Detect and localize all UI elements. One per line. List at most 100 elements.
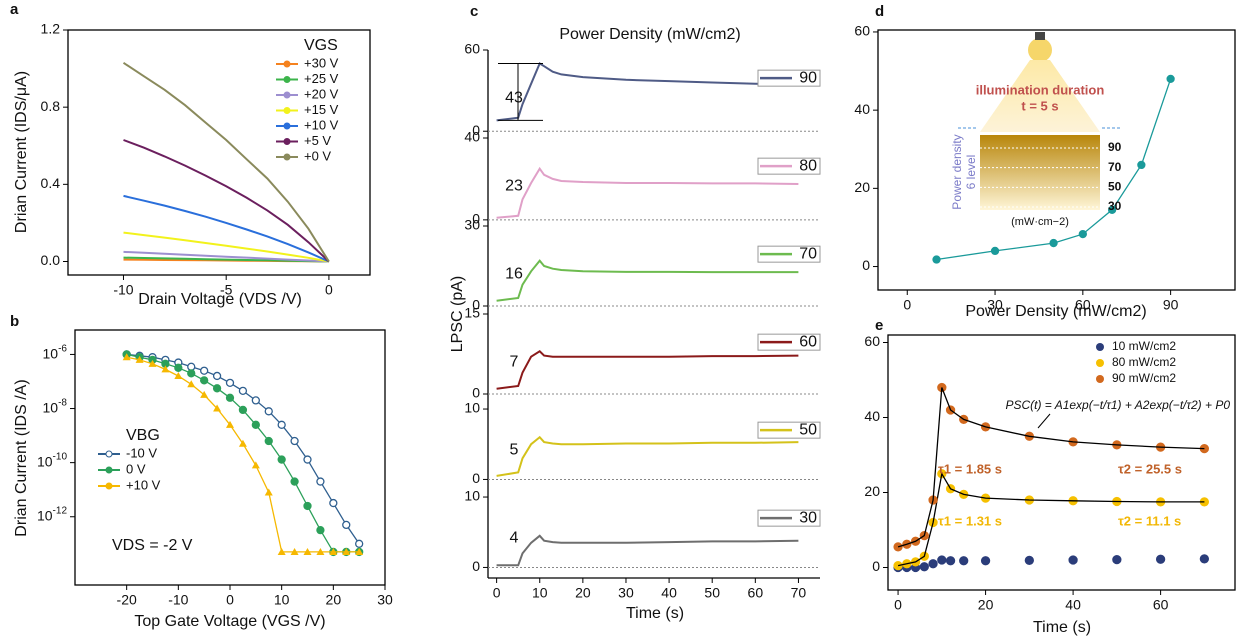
marker [1107,205,1117,214]
data-line [496,166,799,219]
legend-label: 90 mW/cm2 [1112,371,1176,385]
marker [264,407,273,416]
marker [342,520,351,530]
data-line [123,231,330,263]
x-axis-label: Time (s) [1033,619,1091,636]
level-label: 30 [1108,199,1122,213]
data-line [496,62,799,122]
marker [174,371,183,379]
marker [355,547,364,555]
y-axis-label: Drian Current (IDS /A) [13,379,30,536]
y-tick-label: 0 [472,470,480,486]
marker [161,365,170,373]
x-tick-label: 60 [748,585,764,601]
annotation: VDS = -2 V [112,537,193,554]
x-tick-label: 20 [326,592,342,608]
legend-marker [283,76,291,83]
x-tick-label: 30 [987,297,1003,313]
marker [226,420,234,428]
legend-marker [283,122,291,130]
marker [238,386,248,396]
x-axis-label: Drain Voltage (VDS /V) [138,291,302,308]
level-label: 90 [1108,140,1122,154]
y-axis-label: Drian Current (IDS/μA) [13,71,30,233]
legend-label: 50 [799,421,817,438]
data-line [122,61,330,263]
marker [264,436,273,446]
panel-letter: c [470,3,478,20]
x-tick-label: 60 [1075,297,1091,313]
legend-label: -10 V [126,445,157,460]
legend-label: +20 V [304,86,339,101]
data-line [897,471,1205,567]
marker [1137,160,1146,170]
level-label: 50 [1108,180,1122,194]
marker [980,556,991,566]
plot-frame [877,29,1236,291]
equation-pointer [1037,413,1051,429]
annotation: τ1 = 1.31 s [938,513,1002,528]
marker [1112,554,1122,565]
marker [316,547,325,555]
x-tick-label: -10 [113,282,133,298]
data-line [123,250,329,263]
annotation: τ1 = 1.85 s [938,461,1002,476]
inset-title: illumination duration [976,82,1105,97]
y-tick-label: 60 [864,333,880,349]
light-cone [980,60,1100,132]
marker [238,439,247,447]
legend-label: 60 [799,333,817,350]
plot-frame [67,29,371,276]
data-line [126,353,360,553]
data-line [897,387,1205,548]
y-tick-label: 60 [464,41,480,57]
marker [213,404,222,412]
inset-levels-label: 6 level [964,155,978,190]
marker [303,547,312,555]
peak-label: 43 [505,90,523,107]
y-tick-label: 10-10 [37,451,67,469]
peak-label: 16 [505,266,523,283]
panel-letter: b [10,313,19,330]
plot-frame [887,334,1236,591]
marker [290,547,299,555]
x-tick-label: 60 [1153,597,1169,613]
legend-label: 90 [799,69,817,86]
marker [122,353,131,361]
x-tick-label: 40 [661,585,677,601]
legend-marker [283,60,291,68]
legend-label: 80 [799,157,817,174]
bulb [1028,38,1052,62]
panel-letter: a [10,1,19,18]
marker [316,477,325,486]
marker [893,542,903,552]
legend-label: 80 mW/cm2 [1112,355,1176,369]
marker [1199,554,1210,564]
y-tick-label: 40 [464,129,480,145]
y-tick-label: 0.0 [41,252,61,268]
marker [355,539,364,548]
annotation: τ2 = 11.1 s [1118,513,1181,528]
y-tick-label: 10-8 [43,397,68,415]
legend-marker [1096,359,1104,367]
x-tick-label: 90 [1163,297,1179,313]
x-tick-label: 20 [575,585,591,601]
legend-marker [105,450,113,458]
marker [1049,238,1058,248]
marker [148,359,157,367]
marker [212,384,222,393]
x-tick-label: -20 [117,592,137,608]
legend-label: +5 V [304,133,331,148]
marker [251,396,260,405]
legend-marker [105,466,113,474]
data-line [496,259,799,302]
marker [928,559,938,569]
x-tick-label: 40 [1065,597,1081,613]
marker [277,420,286,429]
marker [200,390,209,398]
marker [937,555,947,565]
marker [290,436,299,446]
inset-duration: t = 5 s [1021,98,1058,113]
x-tick-label: 20 [978,597,994,613]
